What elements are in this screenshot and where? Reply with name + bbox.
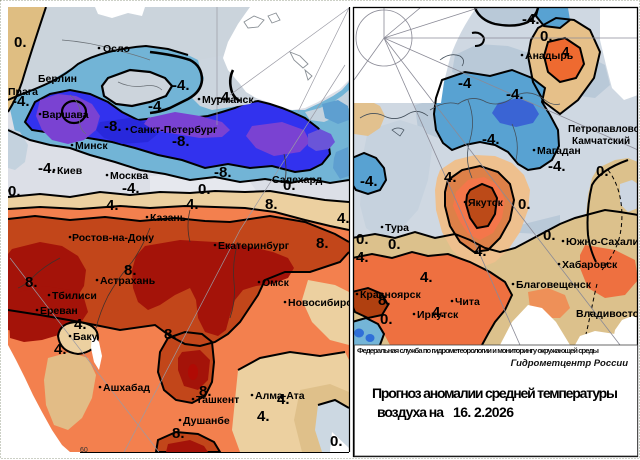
svg-text:Москва: Москва xyxy=(110,170,148,182)
svg-text:-4.: -4. xyxy=(482,131,500,148)
svg-text:Омск: Омск xyxy=(262,277,290,289)
svg-text:8.: 8. xyxy=(25,274,38,291)
svg-text:0.: 0. xyxy=(198,181,211,198)
svg-text:4.: 4. xyxy=(106,197,119,214)
svg-text:Душанбе: Душанбе xyxy=(183,415,230,427)
svg-text:30: 30 xyxy=(1,188,9,195)
svg-text:-4.: -4. xyxy=(122,180,140,197)
svg-text:Киев: Киев xyxy=(57,165,83,177)
svg-text:4.: 4. xyxy=(444,169,457,186)
svg-text:Хабаровск: Хабаровск xyxy=(562,259,618,271)
svg-text:4.: 4. xyxy=(420,269,433,286)
svg-text:-4.: -4. xyxy=(360,173,378,190)
svg-text:Астрахань: Астрахань xyxy=(100,275,156,287)
svg-text:4.: 4. xyxy=(474,243,487,260)
svg-text:Казань: Казань xyxy=(150,212,187,224)
svg-text:Салехард: Салехард xyxy=(272,174,323,186)
svg-text:-4.: -4. xyxy=(12,93,30,110)
svg-text:Якутск: Якутск xyxy=(468,197,504,209)
svg-text:Благовещенск: Благовещенск xyxy=(516,279,592,291)
svg-text:-4.: -4. xyxy=(522,11,540,28)
svg-text:Камчатский: Камчатский xyxy=(572,136,630,147)
svg-text:Тура: Тура xyxy=(385,222,409,234)
svg-text:Минск: Минск xyxy=(75,140,108,152)
svg-text:8.: 8. xyxy=(265,196,278,213)
svg-text:4.: 4. xyxy=(186,196,199,213)
svg-text:4.: 4. xyxy=(337,210,350,227)
svg-text:-4.: -4. xyxy=(148,98,166,115)
svg-text:Варшава: Варшава xyxy=(42,109,89,121)
svg-text:-4.: -4. xyxy=(548,158,566,175)
svg-text:Новосибирск: Новосибирск xyxy=(288,297,358,309)
svg-text:-4.: -4. xyxy=(216,89,234,106)
svg-text:4.: 4. xyxy=(54,341,67,358)
svg-text:-8.: -8. xyxy=(104,118,122,135)
svg-text:0.: 0. xyxy=(596,163,609,180)
svg-text:4.: 4. xyxy=(74,316,87,333)
svg-text:Иркутск: Иркутск xyxy=(417,309,459,321)
svg-text:Мурманск: Мурманск xyxy=(202,94,254,106)
svg-text:воздуха на: воздуха на xyxy=(377,404,444,420)
svg-text:-8.: -8. xyxy=(214,164,232,181)
svg-text:Владивосток: Владивосток xyxy=(576,308,640,320)
svg-text:Магадан: Магадан xyxy=(537,145,581,157)
svg-text:Чита: Чита xyxy=(455,296,480,308)
svg-text:8.: 8. xyxy=(172,425,185,442)
svg-text:0.: 0. xyxy=(540,28,553,45)
svg-text:8.: 8. xyxy=(124,262,137,279)
svg-text:4.: 4. xyxy=(277,391,290,408)
svg-text:Прогноз аномалии средней темпе: Прогноз аномалии средней температуры xyxy=(372,385,618,401)
svg-text:4.: 4. xyxy=(257,408,270,425)
svg-text:8.: 8. xyxy=(199,383,212,400)
svg-text:0.: 0. xyxy=(543,227,556,244)
svg-text:8.: 8. xyxy=(164,326,177,343)
svg-text:0.: 0. xyxy=(380,311,393,328)
svg-text:-8.: -8. xyxy=(172,133,190,150)
svg-text:Ташкент: Ташкент xyxy=(196,394,239,406)
svg-text:60: 60 xyxy=(80,447,88,454)
svg-text:-4.: -4. xyxy=(38,160,56,177)
svg-text:0.: 0. xyxy=(356,231,369,248)
svg-text:Екатеринбург: Екатеринбург xyxy=(218,240,290,252)
svg-text:Алма-Ата: Алма-Ата xyxy=(255,390,305,402)
svg-text:0.: 0. xyxy=(14,34,27,51)
svg-text:Берлин: Берлин xyxy=(38,73,77,85)
svg-text:4: 4 xyxy=(562,44,570,59)
svg-text:8.: 8. xyxy=(316,235,329,252)
svg-text:0.: 0. xyxy=(518,196,531,213)
svg-text:0.: 0. xyxy=(330,433,343,450)
svg-text:Баку: Баку xyxy=(73,331,98,343)
svg-text:16. 2.2026: 16. 2.2026 xyxy=(453,404,514,420)
svg-text:-4.: -4. xyxy=(506,86,524,103)
svg-text:Санкт-Петербург: Санкт-Петербург xyxy=(130,124,218,136)
svg-text:Анадырь: Анадырь xyxy=(525,50,574,62)
svg-text:Гидрометцентр России: Гидрометцентр России xyxy=(511,358,629,369)
svg-text:-4: -4 xyxy=(458,75,472,92)
svg-text:Ростов-на-Дону: Ростов-на-Дону xyxy=(72,232,154,244)
svg-text:Южно-Сахалинск: Южно-Сахалинск xyxy=(566,236,640,248)
svg-text:Ашхабад: Ашхабад xyxy=(103,382,150,394)
svg-text:0.: 0. xyxy=(8,183,21,200)
svg-text:Прага: Прага xyxy=(8,86,38,98)
svg-text:0.: 0. xyxy=(283,177,296,194)
svg-text:-4.: -4. xyxy=(172,77,190,94)
svg-text:4.: 4. xyxy=(432,304,445,321)
svg-text:Осло: Осло xyxy=(103,43,130,55)
svg-text:4.: 4. xyxy=(356,249,369,266)
svg-text:0.: 0. xyxy=(388,236,401,253)
svg-text:Тбилиси: Тбилиси xyxy=(52,290,97,302)
svg-text:Красноярск: Красноярск xyxy=(360,289,421,301)
svg-text:Петропавловск: Петропавловск xyxy=(568,124,640,135)
svg-text:8.: 8. xyxy=(378,292,391,309)
svg-text:Ереван: Ереван xyxy=(40,305,78,317)
svg-text:Федеральная служба по гидромет: Федеральная служба по гидрометеорологии … xyxy=(357,346,599,355)
